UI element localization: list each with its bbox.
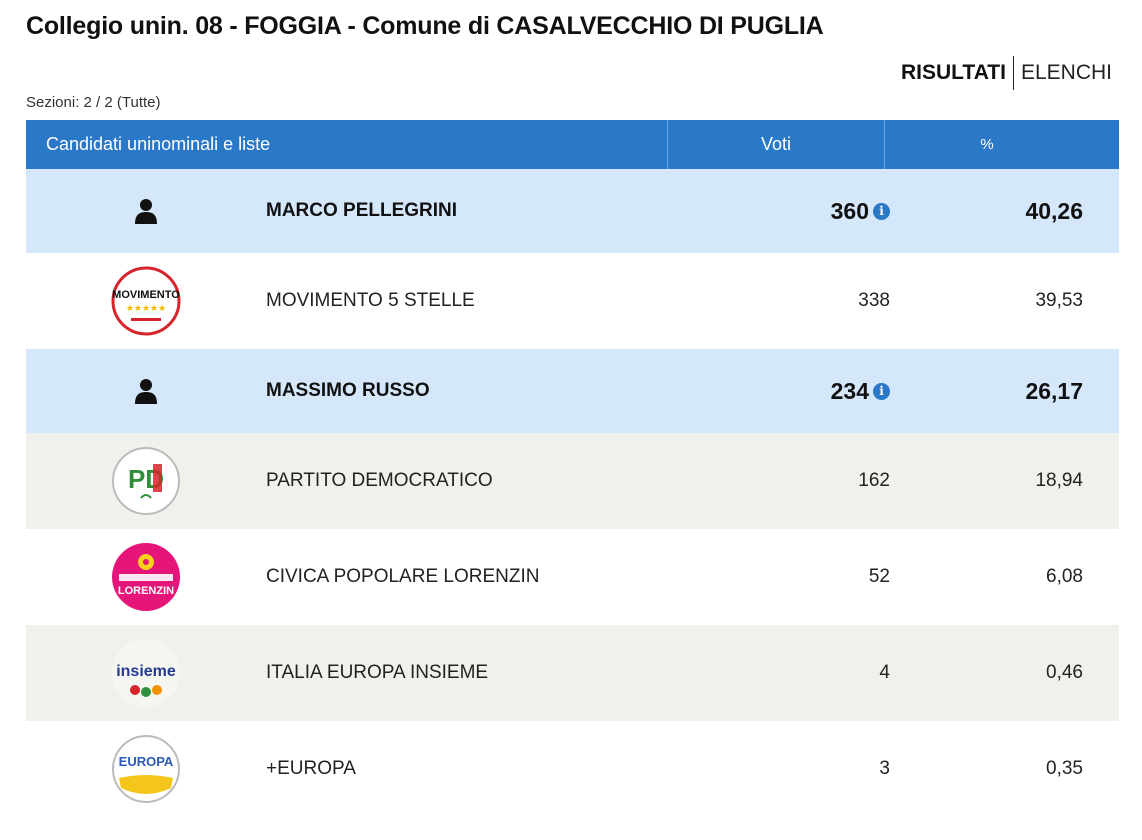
column-header-votes: Voti [668,120,885,169]
list-row: EUROPA +EUROPA 3 0,35 [26,721,1119,817]
svg-text:LORENZIN: LORENZIN [118,585,174,597]
tab-elenchi[interactable]: ELENCHI [1020,61,1112,84]
civica-popolare-logo: LORENZIN [112,543,180,611]
sections-info: Sezioni: 2 / 2 (Tutte) [26,94,161,111]
view-switch: RISULTATI ELENCHI [901,56,1112,90]
list-name: MOVIMENTO 5 STELLE [266,290,475,311]
list-votes: 3 [879,758,890,779]
list-row: insieme ITALIA EUROPA INSIEME 4 0,46 [26,625,1119,721]
candidate-percent: 26,17 [1025,377,1083,404]
info-icon[interactable]: i [873,382,890,400]
list-row: LORENZIN CIVICA POPOLARE LORENZIN 52 6,0… [26,529,1119,625]
candidate-row: MARCO PELLEGRINI 360 i 40,26 [26,169,1119,253]
partito-democratico-logo: PD [112,447,180,515]
list-percent: 0,35 [1046,758,1083,779]
votes-value: 234 [830,377,869,404]
votes-value: 360 [830,197,869,224]
candidate-name: MASSIMO RUSSO [266,380,430,401]
tab-divider [1012,56,1014,90]
svg-text:EUROPA: EUROPA [119,754,174,769]
list-row: PD PARTITO DEMOCRATICO 162 18,94 [26,433,1119,529]
results-table: Candidati uninominali e liste Voti % MAR… [26,120,1119,817]
svg-text:insieme: insieme [116,663,176,680]
list-name: PARTITO DEMOCRATICO [266,470,493,491]
list-votes: 338 [858,290,890,311]
italia-europa-insieme-logo: insieme [112,639,180,707]
list-name: CIVICA POPOLARE LORENZIN [266,566,540,587]
info-icon[interactable]: i [873,202,890,220]
column-header-percent: % [980,136,994,153]
page-title: Collegio unin. 08 - FOGGIA - Comune di C… [26,12,824,40]
person-icon [26,378,266,404]
candidate-votes: 234 i [706,378,914,405]
candidate-percent: 40,26 [1025,197,1083,224]
list-name: ITALIA EUROPA INSIEME [266,662,489,683]
person-icon [26,198,266,224]
list-name: +EUROPA [266,758,356,779]
svg-text:★★★★★: ★★★★★ [126,303,166,313]
piu-europa-logo: EUROPA [112,735,180,803]
list-percent: 0,46 [1046,662,1083,683]
candidate-votes: 360 i [706,198,914,225]
table-header: Candidati uninominali e liste Voti % [26,120,1119,169]
candidate-name: MARCO PELLEGRINI [266,200,458,221]
svg-text:MOVIMENTO: MOVIMENTO [112,289,180,301]
candidate-row: MASSIMO RUSSO 234 i 26,17 [26,349,1119,433]
list-percent: 39,53 [1035,290,1083,311]
movimento-5-stelle-logo: MOVIMENTO ★★★★★ [111,266,181,336]
list-percent: 18,94 [1035,470,1083,491]
list-percent: 6,08 [1046,566,1083,587]
list-votes: 162 [858,470,890,491]
list-votes: 52 [868,566,890,587]
list-row: MOVIMENTO ★★★★★ MOVIMENTO 5 STELLE 338 3… [26,253,1119,349]
tab-risultati[interactable]: RISULTATI [900,61,1006,84]
list-votes: 4 [879,662,890,683]
column-header-name: Candidati uninominali e liste [26,120,668,169]
